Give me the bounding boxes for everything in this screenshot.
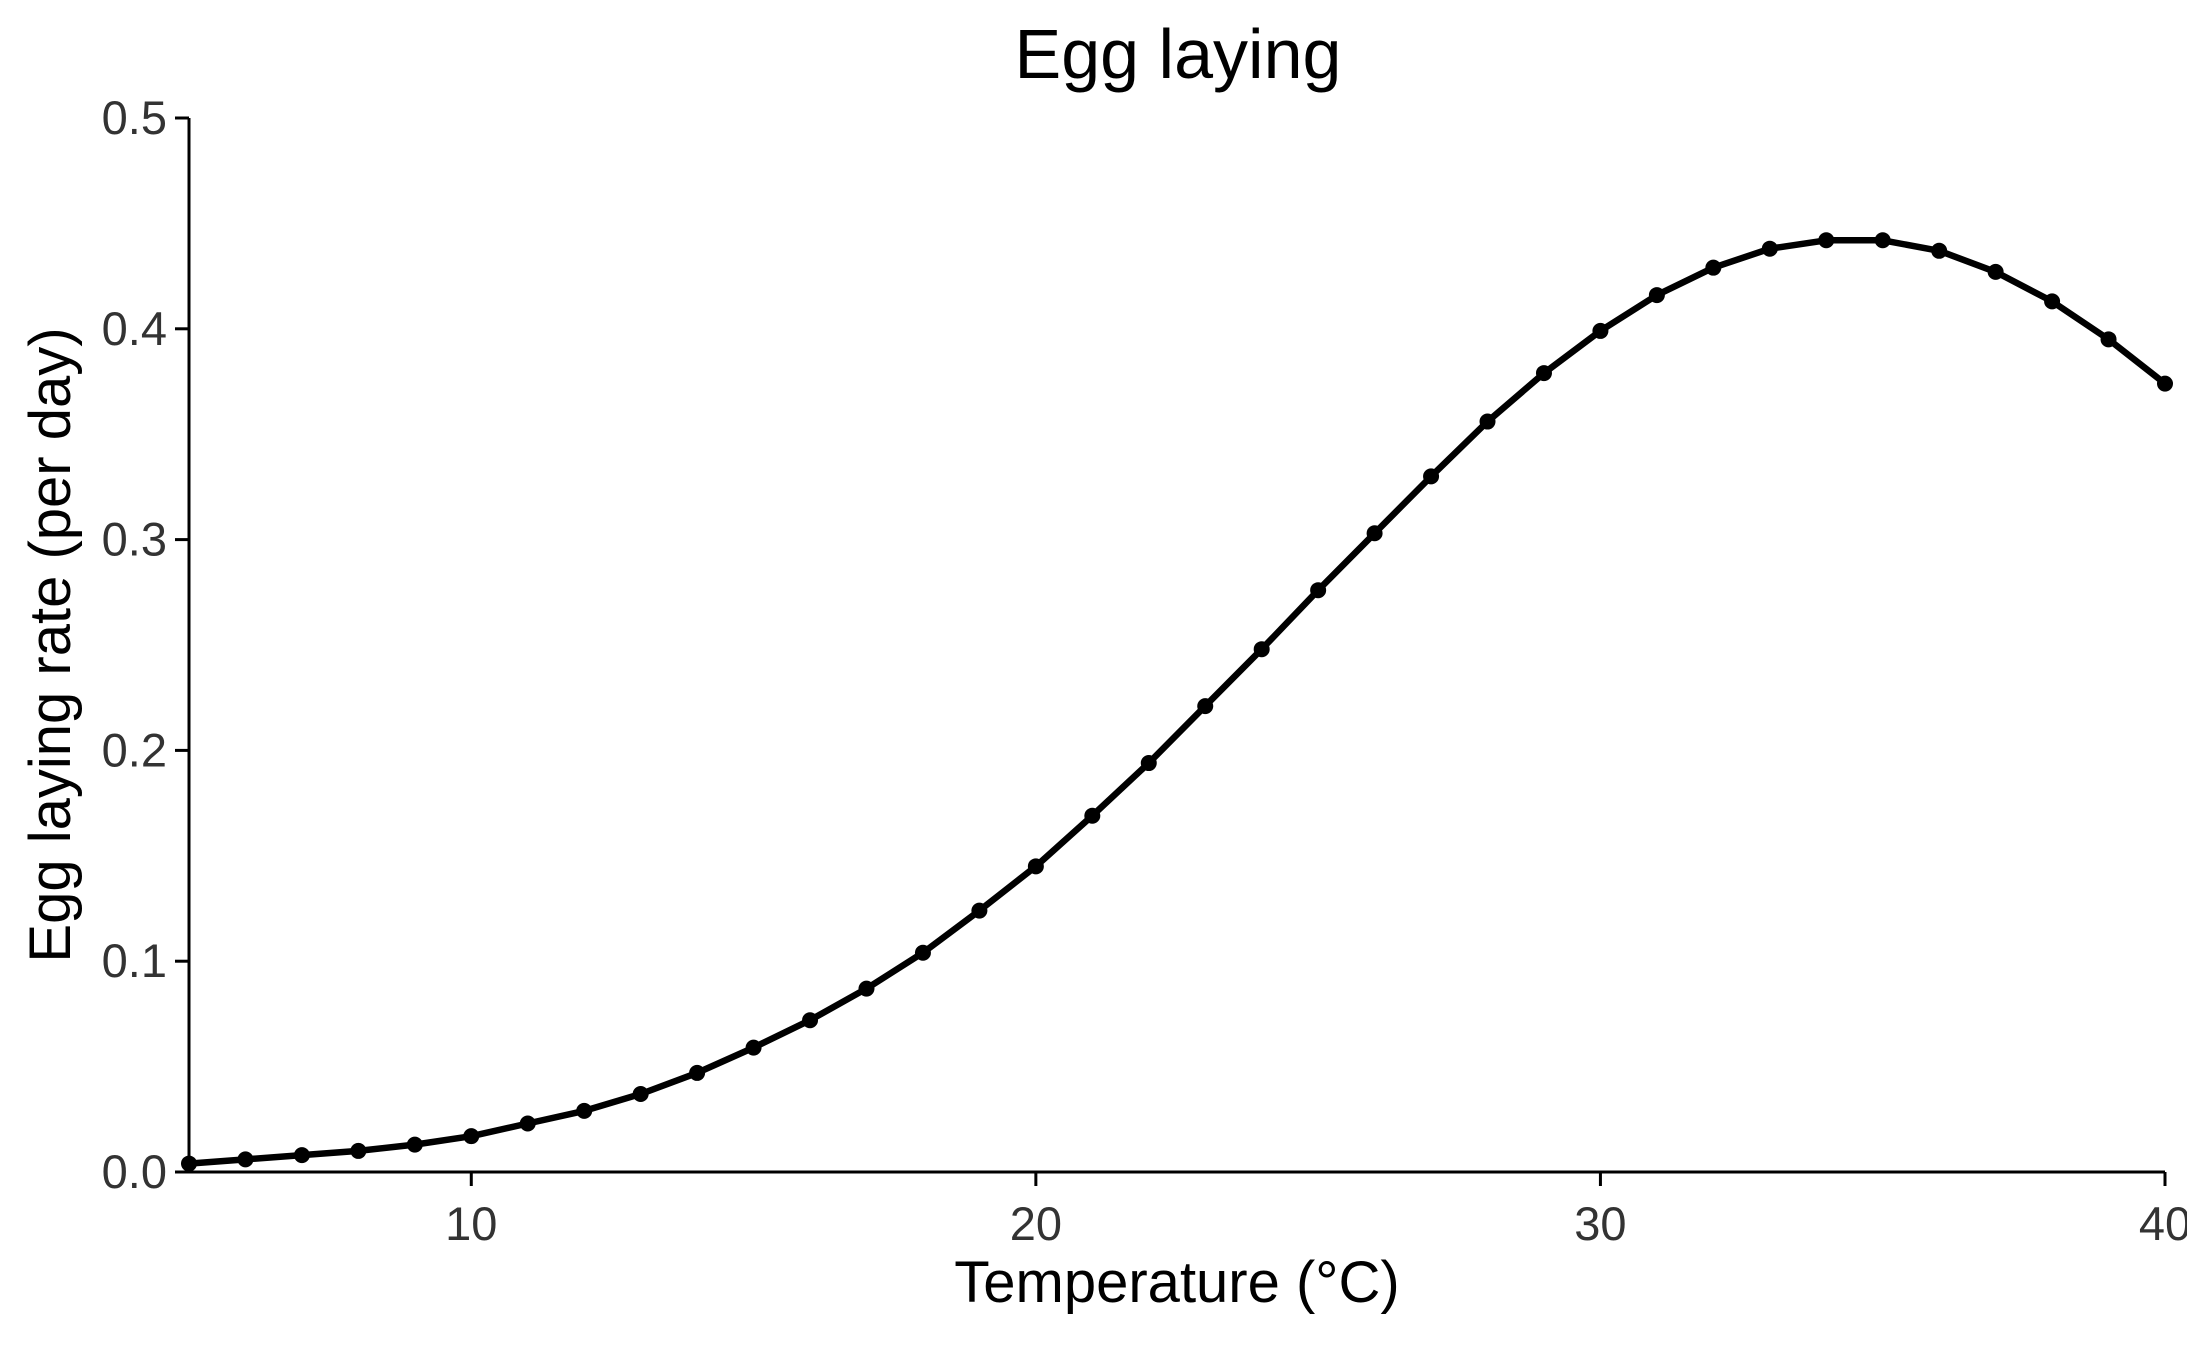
data-point xyxy=(350,1142,367,1159)
data-point xyxy=(1197,698,1214,715)
data-point xyxy=(1479,413,1496,430)
data-point xyxy=(1874,232,1891,249)
data-point xyxy=(914,944,931,961)
y-tick-label: 0.5 xyxy=(102,91,167,144)
data-point xyxy=(181,1155,197,1172)
x-axis-title: Temperature (°C) xyxy=(954,1250,1399,1315)
data-point xyxy=(237,1151,254,1168)
data-point xyxy=(632,1086,649,1103)
x-axis-ticks: 10 20 30 40 xyxy=(445,1172,2187,1250)
series-line xyxy=(185,237,2169,1167)
x-tick-label: 20 xyxy=(1010,1197,1062,1250)
series-points xyxy=(181,232,2173,1172)
x-tick-label: 30 xyxy=(1574,1197,1626,1250)
y-tick-label: 0.3 xyxy=(102,513,167,566)
y-tick-label: 0.2 xyxy=(102,723,167,776)
data-point xyxy=(1027,858,1044,875)
data-point xyxy=(1366,525,1383,542)
data-point xyxy=(519,1115,536,1132)
data-point xyxy=(1592,322,1609,339)
y-axis-title: Egg laying rate (per day) xyxy=(18,327,83,962)
data-point xyxy=(2157,375,2173,392)
data-point xyxy=(1705,259,1722,276)
data-point xyxy=(2100,331,2117,348)
data-point xyxy=(858,980,875,997)
data-point xyxy=(1648,287,1665,304)
data-point xyxy=(1987,263,2004,280)
data-point xyxy=(745,1039,762,1056)
data-point xyxy=(1310,582,1327,599)
y-axis-ticks: 0.0 0.1 0.2 0.3 0.4 0.5 xyxy=(102,91,189,1198)
y-tick-label: 0.1 xyxy=(102,934,167,987)
data-point xyxy=(406,1136,423,1153)
data-point xyxy=(1761,240,1778,257)
data-point xyxy=(1818,232,1835,249)
data-point xyxy=(1084,807,1101,824)
data-point xyxy=(463,1128,480,1145)
data-point xyxy=(2044,293,2061,310)
data-point xyxy=(1931,242,1948,259)
chart-title: Egg laying xyxy=(1015,15,1342,93)
y-tick-label: 0.0 xyxy=(102,1145,167,1198)
x-tick-label: 10 xyxy=(445,1197,497,1250)
data-point xyxy=(1535,365,1552,382)
data-point xyxy=(689,1064,706,1081)
data-point xyxy=(576,1102,593,1119)
data-point xyxy=(1140,755,1157,772)
data-point xyxy=(1253,641,1270,658)
data-point xyxy=(1423,468,1440,485)
x-tick-label: 40 xyxy=(2139,1197,2187,1250)
data-point xyxy=(802,1012,819,1029)
y-tick-label: 0.4 xyxy=(102,302,167,355)
data-point xyxy=(971,902,988,919)
data-point xyxy=(293,1147,310,1164)
